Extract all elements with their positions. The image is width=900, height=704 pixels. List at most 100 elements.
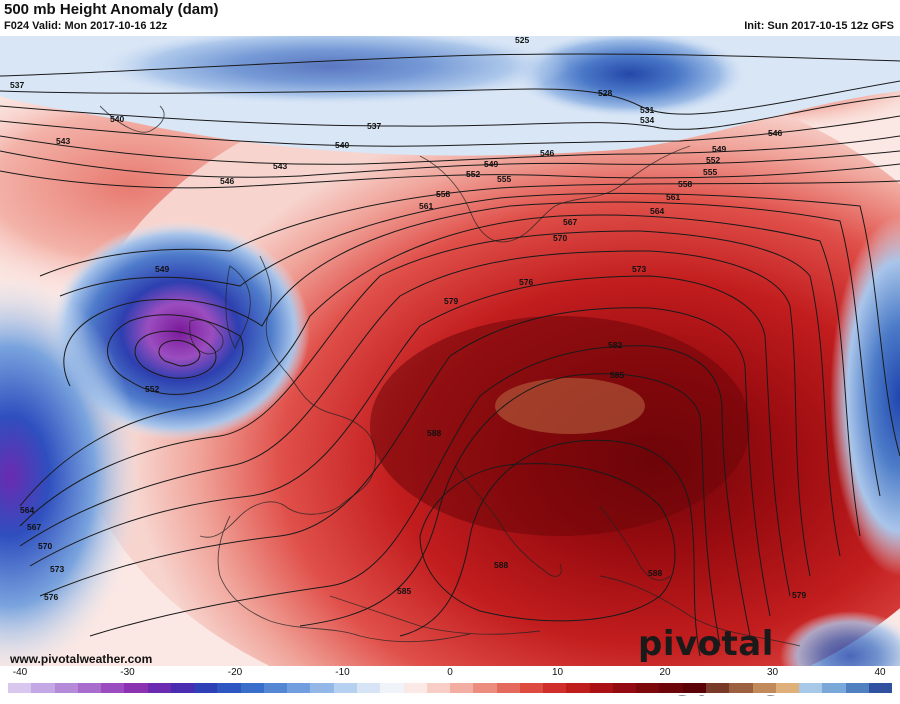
contour-588 [419, 463, 676, 622]
label-531: 531 [640, 105, 654, 115]
colorbar-swatch [589, 683, 613, 693]
label-588-s: 588 [494, 560, 508, 570]
valid-time: F024 Valid: Mon 2017-10-16 12z [4, 20, 168, 32]
label-588-e: 588 [648, 568, 662, 578]
contour-567 [19, 230, 841, 557]
label-543-w: 543 [56, 136, 70, 146]
contour-552 [59, 192, 900, 457]
contour-537-low [134, 330, 217, 379]
contour-549 [39, 180, 900, 277]
coast-britain [225, 265, 251, 350]
colorbar-tick-label: 20 [659, 667, 671, 678]
contour-573 [29, 275, 791, 597]
map-title: 500 mb Height Anomaly (dam) [4, 1, 219, 18]
colorbar-swatch [775, 683, 800, 693]
norwegian-sea-trough [90, 36, 570, 106]
label-573: 573 [632, 264, 646, 274]
colorbar-swatch [54, 683, 78, 693]
label-579: 579 [444, 296, 458, 306]
init-time: Init: Sun 2017-10-15 12z GFS [744, 20, 894, 32]
contour-525 [0, 53, 900, 77]
colorbar-swatch [333, 683, 357, 693]
colorbar-swatch [101, 683, 125, 693]
label-564-w: 564 [20, 505, 34, 515]
colorbar-swatch [426, 683, 451, 693]
contour-576 [39, 307, 771, 617]
colorbar-swatch [8, 683, 32, 693]
contour-582 [299, 373, 721, 647]
coast-mediterranean-east [599, 575, 801, 647]
colorbar-swatch [473, 683, 497, 693]
label-537-w: 537 [10, 80, 24, 90]
label-558-e: 558 [678, 179, 692, 189]
website-url: www.pivotalweather.com [10, 652, 153, 666]
label-558: 558 [436, 189, 450, 199]
contour-528 [0, 80, 900, 115]
colorbar-swatch [705, 683, 730, 693]
colorbar-swatch [868, 683, 893, 693]
colorbar-swatch [752, 683, 776, 693]
colorbar-swatch [845, 683, 869, 693]
colorbar-swatch [450, 683, 474, 693]
label-570: 570 [553, 233, 567, 243]
label-576: 576 [519, 277, 533, 287]
colorbar-swatch [543, 683, 567, 693]
coast-iceland [99, 105, 165, 133]
contour-570 [19, 250, 811, 577]
contour-585 [399, 439, 701, 657]
colorbar-ticks: -40 -30 -20 -10 0 10 20 30 40 [0, 667, 900, 681]
contour-555 [63, 201, 881, 497]
label-552-low: 552 [145, 384, 159, 394]
label-540: 540 [335, 140, 349, 150]
colorbar-swatch [310, 683, 334, 693]
label-561: 561 [419, 201, 433, 211]
coast-italy [454, 465, 562, 577]
label-567: 567 [563, 217, 577, 227]
label-549-low: 549 [155, 264, 169, 274]
coast-iberia [217, 515, 471, 643]
label-585-c: 585 [610, 370, 624, 380]
colorbar-tick-label: -40 [12, 667, 28, 678]
colorbar-tick-label: 10 [551, 667, 564, 678]
coast-north-africa [329, 595, 541, 635]
colorbar-swatch [682, 683, 706, 693]
contour-543 [0, 150, 900, 178]
colorbar-swatch [403, 683, 427, 693]
colorbar-tick-label: 30 [766, 667, 779, 678]
colorbar-tick-label: 0 [447, 667, 453, 678]
label-546-e: 546 [768, 128, 782, 138]
label-552-e: 552 [706, 155, 720, 165]
contour-534 [0, 95, 900, 130]
ridge-max-shading [495, 378, 645, 434]
colorbar-swatch [287, 683, 311, 693]
label-588: 588 [427, 428, 441, 438]
colorbar-swatch [124, 683, 148, 693]
label-570-w: 570 [38, 541, 52, 551]
label-573-w: 573 [50, 564, 64, 574]
label-582: 582 [608, 340, 622, 350]
label-579-e: 579 [792, 590, 806, 600]
colorbar-swatch [496, 683, 520, 693]
colorbar-tick-label: -10 [335, 667, 350, 678]
colorbar-swatch [799, 683, 823, 693]
label-549: 549 [484, 159, 498, 169]
header-bar: 500 mb Height Anomaly (dam) F024 Valid: … [0, 0, 900, 36]
coast-balkans [599, 505, 671, 581]
colorbar-swatch [170, 683, 195, 693]
colorbar-tick-label: -30 [120, 667, 135, 678]
label-576-w: 576 [44, 592, 58, 602]
coast-ireland [189, 319, 224, 355]
colorbar-swatch [380, 683, 404, 693]
colorbar-swatch [263, 683, 288, 693]
colorbar-swatch [240, 683, 264, 693]
contour-labels: 525 528 531 534 537 537 540 540 543 543 … [10, 36, 806, 602]
colorbar-swatch [77, 683, 102, 693]
colorbar-swatch [729, 683, 753, 693]
height-anomaly-map: 525 528 531 534 537 537 540 540 543 543 … [0, 36, 900, 666]
label-540-w: 540 [110, 114, 124, 124]
colorbar-swatch [31, 683, 55, 693]
colorbar-swatch [194, 683, 218, 693]
label-585: 585 [397, 586, 411, 596]
west-atlantic-trough [0, 276, 140, 666]
southeast-trough [780, 611, 900, 666]
